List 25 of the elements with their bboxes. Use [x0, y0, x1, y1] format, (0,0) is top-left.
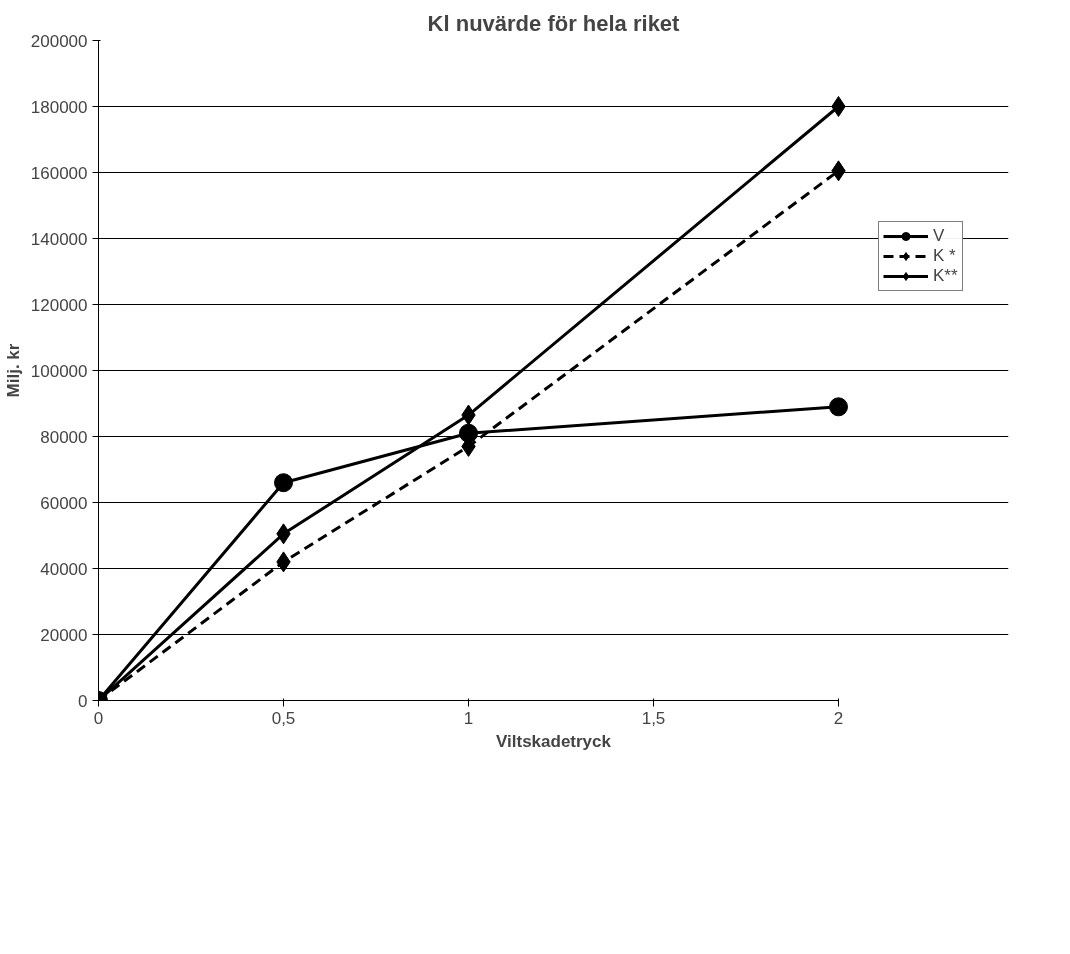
x-axis-title: Viltskadetryck [496, 731, 612, 751]
x-tick-label: 0,5 [271, 708, 296, 728]
legend-label: K * [933, 245, 956, 266]
y-tick-label: 140000 [30, 229, 88, 249]
y-tick-label: 40000 [40, 559, 88, 579]
y-tick-label: 120000 [30, 295, 88, 315]
y-tick-label: 200000 [30, 31, 88, 51]
y-tick-label: 0 [78, 691, 88, 711]
legend-label: K** [933, 265, 958, 286]
point [831, 96, 846, 117]
y-tick-label: 80000 [40, 427, 88, 447]
y-tick-label: 160000 [30, 163, 88, 183]
y-axis-title: Milj. kr [3, 343, 23, 398]
legend-label: V [933, 225, 946, 246]
y-tick-label: 100000 [30, 361, 88, 381]
x-tick-label: 1 [463, 708, 474, 728]
chart-title: Kl nuvärde för hela riket [427, 10, 681, 36]
x-tick-label: 2 [833, 708, 844, 728]
x-tick-label: 1,5 [641, 708, 666, 728]
point [829, 397, 848, 417]
point [274, 473, 293, 493]
y-tick-label: 180000 [30, 97, 88, 117]
y-tick-label: 20000 [40, 625, 88, 645]
y-tick-label: 60000 [40, 493, 88, 513]
x-tick-label: 0 [93, 708, 104, 728]
